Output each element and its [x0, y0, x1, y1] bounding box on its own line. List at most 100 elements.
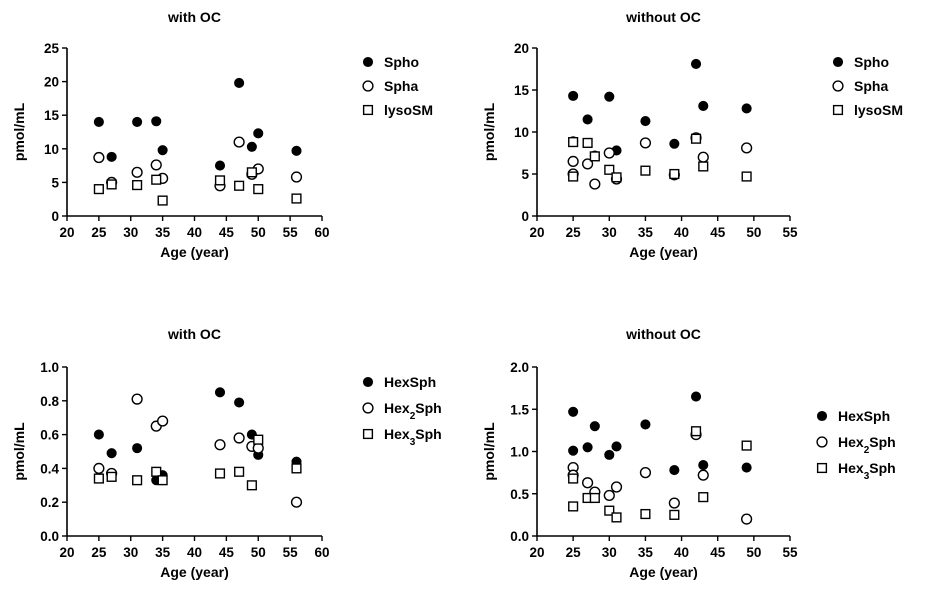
panel-title: with OC [167, 326, 221, 342]
legend-label: Spho [854, 54, 889, 70]
data-point [589, 151, 600, 162]
scatter-panel-2: without OC 0 5 10 15 20 20 25 30 35 40 45 50 55 Age (y… [481, 9, 903, 260]
data-point [214, 468, 226, 479]
y-tick-label: 20 [44, 75, 59, 90]
y-tick-label: 0.8 [40, 394, 59, 409]
x-tick-label: 20 [59, 225, 74, 240]
panel-title: with OC [167, 9, 221, 25]
legend-label: Hex3Sph [838, 460, 896, 482]
x-tick-label: 20 [59, 545, 74, 560]
data-point [582, 114, 593, 125]
x-tick-label: 50 [251, 545, 266, 560]
y-tick-label: 0.0 [510, 529, 529, 544]
y-tick-label: 25 [44, 41, 60, 56]
y-tick-label: 10 [514, 125, 529, 140]
data-point [581, 158, 594, 170]
legend-marker [362, 56, 374, 68]
data-point [697, 469, 709, 481]
data-point [610, 481, 623, 493]
x-tick-label: 35 [638, 545, 654, 560]
x-tick-label: 25 [91, 225, 107, 240]
data-point [640, 508, 651, 520]
data-point [214, 439, 226, 451]
legend-label-name: Spho [854, 54, 889, 70]
data-point [234, 77, 245, 88]
data-point [568, 406, 579, 417]
legend-label-name: Spha [384, 78, 418, 94]
x-tick-label: 45 [219, 225, 235, 240]
legend-label-name: Hex [384, 400, 410, 416]
legend-marker [832, 104, 844, 116]
data-point [611, 441, 622, 452]
legend-label: Spho [384, 54, 419, 70]
data-point [698, 100, 709, 112]
x-tick-label: 45 [219, 545, 235, 560]
x-tick-label: 40 [674, 545, 689, 560]
x-tick-label: 20 [529, 545, 544, 560]
x-tick-label: 50 [746, 225, 761, 240]
legend-label-subscript: 2 [410, 411, 416, 422]
y-tick-label: 2.0 [510, 360, 529, 375]
x-tick-label: 50 [746, 545, 761, 560]
x-axis-label: Age (year) [629, 244, 697, 260]
data-point [698, 161, 709, 172]
data-point [291, 463, 302, 474]
x-tick-label: 35 [155, 545, 171, 560]
data-point [611, 172, 622, 183]
x-tick-label: 60 [314, 545, 329, 560]
y-tick-label: 0.2 [40, 495, 59, 510]
scatter-panel-1: with OC 0 5 10 15 20 25 20 25 30 35 40 45 50 55 60 Age (… [11, 9, 433, 260]
data-point [640, 419, 651, 430]
data-point [234, 397, 245, 408]
legend-label-name: Hex [384, 426, 410, 442]
legend-marker [362, 376, 374, 388]
x-tick-label: 25 [566, 545, 582, 560]
data-point [568, 473, 579, 484]
scatter-panel-4: without OC 0.0 0.5 1.0 1.5 2.0 20 25 30 35 40 45 50 5… [481, 326, 896, 580]
legend-marker [362, 80, 374, 92]
legend-label-name: HexSph [384, 374, 436, 390]
x-axis-label: Age (year) [160, 564, 228, 580]
data-point [233, 136, 245, 148]
legend-label-subscript: 2 [864, 445, 870, 456]
data-point [568, 501, 579, 512]
x-tick-label: 45 [710, 545, 726, 560]
data-point [290, 171, 303, 183]
data-point [690, 426, 702, 437]
legend-label-suffix: Sph [415, 426, 441, 442]
y-tick-label: 1.0 [40, 360, 59, 375]
data-point [741, 171, 752, 182]
data-point [131, 393, 143, 405]
data-point [131, 166, 143, 178]
y-tick-label: 15 [44, 108, 60, 123]
data-point [567, 155, 579, 168]
data-point [214, 160, 226, 171]
legend-label-name: Hex [838, 434, 864, 450]
data-point [233, 432, 245, 444]
data-point [246, 480, 257, 491]
x-tick-label: 35 [638, 225, 654, 240]
y-tick-label: 15 [514, 83, 530, 98]
y-tick-label: 0.6 [40, 428, 59, 443]
legend-label: Spha [854, 78, 888, 94]
data-point [668, 497, 680, 509]
data-point [669, 509, 680, 520]
y-tick-label: 0.4 [40, 461, 59, 476]
data-point [589, 178, 601, 190]
legend-marker [362, 104, 374, 116]
y-tick-label: 0 [521, 209, 529, 224]
data-point [132, 443, 143, 454]
legend-label-subscript: 3 [410, 437, 416, 448]
data-point [157, 475, 168, 486]
data-point [151, 116, 162, 127]
data-point [640, 116, 651, 127]
data-point [568, 137, 579, 148]
data-point [568, 90, 579, 101]
data-point [690, 58, 702, 70]
data-point [582, 442, 593, 453]
data-point [290, 496, 303, 508]
x-tick-label: 25 [566, 225, 582, 240]
legend-label-subscript: 3 [864, 471, 870, 482]
data-point [291, 193, 302, 204]
x-tick-label: 40 [674, 225, 689, 240]
